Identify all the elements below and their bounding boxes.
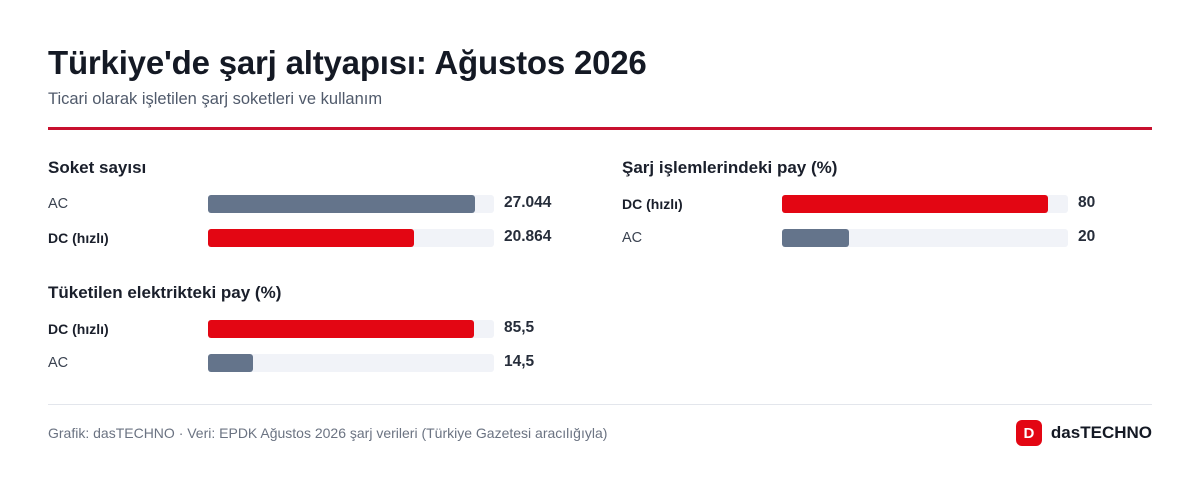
bar	[782, 229, 849, 247]
bar-track	[782, 229, 1068, 247]
brand-logo: D dasTECHNO	[1015, 420, 1152, 446]
bar	[208, 354, 254, 372]
panel-title: Soket sayısı	[48, 158, 147, 177]
bar-value-label: 85,5	[504, 319, 535, 336]
bar-label: AC	[622, 230, 643, 246]
bar-value-label: 80	[1078, 194, 1096, 211]
bar-row: DC (hızlı) 80	[622, 194, 1142, 214]
brand-name: dasTECHNO	[1050, 423, 1152, 442]
bar-track	[208, 354, 494, 372]
header-divider	[48, 127, 1152, 130]
bar-value-label: 20	[1078, 228, 1096, 245]
bar-row: AC 27.044	[48, 194, 568, 214]
bar-track	[208, 229, 494, 247]
panel-session-share: Şarj işlemlerindeki pay (%) DC (hızlı) 80…	[622, 158, 1142, 258]
bar-label: DC (hızlı)	[622, 196, 683, 212]
panel-title: Tüketilen elektrikteki pay (%)	[48, 283, 282, 302]
bar-row: AC 14,5	[48, 353, 568, 373]
bar-track	[782, 195, 1068, 213]
bar	[208, 320, 474, 338]
bar-value-label: 14,5	[504, 353, 535, 370]
footer-divider	[48, 404, 1152, 405]
source-note: Grafik: dasTECHNO · Veri: EPDK Ağustos 2…	[48, 425, 608, 441]
bar-label: DC (hızlı)	[48, 321, 109, 337]
panel-socket-count: Soket sayısı AC 27.044 DC (hızlı) 20.864	[48, 158, 568, 258]
bar-row: AC 20	[622, 228, 1142, 248]
bar-row: DC (hızlı) 20.864	[48, 228, 568, 248]
bar-label: AC	[48, 355, 69, 371]
bar-value-label: 20.864	[504, 228, 552, 245]
bar-track	[208, 195, 494, 213]
chart-title: Türkiye'de şarj altyapısı: Ağustos 2026	[48, 44, 647, 81]
bar-track	[208, 320, 494, 338]
bar-value-label: 27.044	[504, 194, 552, 211]
panel-title: Şarj işlemlerindeki pay (%)	[622, 158, 838, 177]
bar-label: AC	[48, 196, 69, 212]
bar	[782, 195, 1048, 213]
bar	[208, 195, 475, 213]
chart-subtitle: Ticari olarak işletilen şarj soketleri v…	[48, 90, 383, 108]
bar	[208, 229, 414, 247]
bar-row: DC (hızlı) 85,5	[48, 319, 568, 339]
brand-badge-icon: D	[1015, 420, 1042, 446]
panel-energy-share: Tüketilen elektrikteki pay (%) DC (hızlı…	[48, 283, 568, 383]
bar-label: DC (hızlı)	[48, 230, 109, 246]
